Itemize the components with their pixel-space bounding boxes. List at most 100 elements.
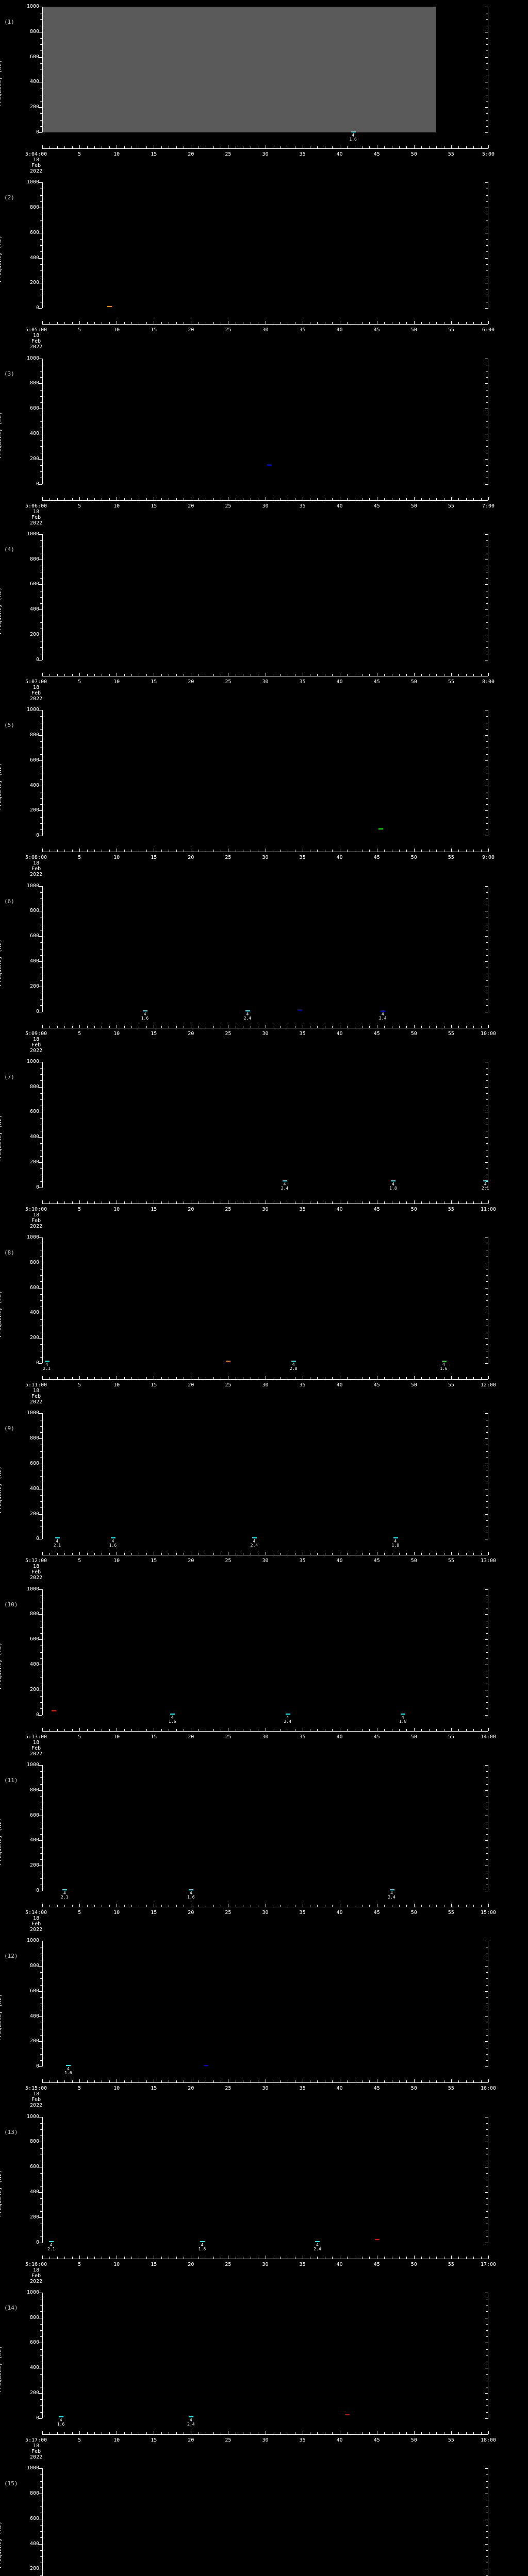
y-tick-major: [39, 1087, 42, 1088]
x-tick-label: 15: [151, 327, 157, 333]
x-tick-minor: [146, 498, 147, 500]
x-axis-end-label: 17:00: [480, 2261, 497, 2267]
y-tick-label: 200: [29, 455, 39, 462]
x-tick-label: 5: [78, 327, 81, 333]
y-tick-major: [39, 1614, 42, 1615]
event-marker: [282, 1180, 287, 1182]
y-tick-minor: [40, 1476, 42, 1477]
x-tick-minor: [466, 1025, 467, 1028]
x-tick-label: 40: [336, 855, 343, 861]
y-tick-minor-right: [486, 1696, 488, 1697]
date-year: 2022: [30, 2278, 43, 2284]
y-tick-major-right: [485, 609, 488, 611]
y-axis-title: Frequency (Hz): [0, 1466, 3, 1514]
start-time: 5:14:00: [25, 1910, 47, 1916]
y-tick-label: 600: [29, 54, 39, 60]
y-tick-major-right: [485, 735, 488, 736]
x-tick-minor: [124, 2256, 125, 2259]
event-marker: [297, 1009, 302, 1010]
y-tick-label: 800: [29, 1963, 39, 1969]
y-tick-minor: [40, 1859, 42, 1860]
x-axis-end-label: 8:00: [482, 679, 495, 685]
y-tick-label: 800: [29, 1259, 39, 1265]
x-tick-label: 50: [410, 855, 417, 861]
x-tick-minor: [428, 850, 430, 852]
y-tick-minor: [40, 1275, 42, 1276]
x-tick-minor: [124, 322, 125, 325]
x-tick-minor: [384, 146, 385, 148]
spectrogram-panel: (10) Frequency (Hz) 0 200 400 600 800 1000 5 10 15…: [0, 1583, 528, 1758]
y-tick-label: 400: [29, 1662, 39, 1668]
x-axis-origin-label: 5:07:00 18 Feb 2022: [25, 679, 47, 702]
x-tick-major: [79, 1727, 80, 1731]
y-tick-minor: [40, 1702, 42, 1703]
x-tick-minor: [428, 2080, 430, 2083]
event-marker: [110, 1537, 116, 1538]
x-tick-minor: [481, 146, 482, 148]
x-tick-minor: [176, 2080, 177, 2083]
x-tick-minor: [421, 673, 422, 676]
x-tick-minor: [94, 1728, 95, 1731]
y-tick-major-right: [485, 2393, 488, 2394]
x-tick-major: [488, 321, 489, 325]
event-count: 4: [392, 1182, 394, 1187]
y-tick-minor-right: [486, 1708, 488, 1709]
x-tick-label: 10: [113, 2086, 120, 2092]
x-tick-label: 10: [113, 2261, 120, 2267]
x-tick-minor: [332, 2432, 333, 2434]
y-tick-minor: [40, 264, 42, 265]
x-tick-minor: [213, 1553, 214, 1555]
y-axis-left: [42, 1238, 43, 1364]
event-count: 4: [381, 1011, 384, 1016]
x-tick-minor: [72, 1025, 73, 1028]
y-tick-minor: [40, 471, 42, 472]
x-tick-label: 25: [225, 151, 232, 157]
start-time: 5:13:00: [25, 1734, 47, 1740]
y-tick-minor: [40, 19, 42, 20]
y-tick-label: 0: [36, 2063, 39, 2070]
x-tick-minor: [124, 2080, 125, 2083]
x-tick-label: 20: [188, 503, 194, 509]
x-tick-label: 10: [113, 1030, 120, 1037]
x-tick-minor: [436, 2432, 437, 2434]
x-tick-major: [414, 1727, 415, 1731]
x-tick-minor: [332, 850, 333, 852]
x-tick-minor: [399, 1025, 400, 1028]
event-value: 2.1: [481, 1186, 489, 1191]
y-tick-major: [39, 1715, 42, 1716]
x-tick-label: 50: [410, 2261, 417, 2267]
x-tick-minor: [436, 1377, 437, 1380]
event-marker-label: 4 1.8: [399, 1715, 406, 1724]
y-tick-label: 200: [29, 807, 39, 814]
x-tick-minor: [428, 2432, 430, 2434]
event-marker: [378, 828, 383, 829]
x-tick-minor: [131, 322, 132, 325]
y-tick-major-right: [485, 1514, 488, 1515]
event-marker-label: 4 2.4: [251, 1539, 258, 1548]
y-tick-major-right: [485, 459, 488, 460]
event-marker-label: 4 2.4: [314, 2243, 321, 2251]
y-tick-label: 800: [29, 556, 39, 562]
y-tick-minor-right: [486, 622, 488, 623]
x-tick-label: 35: [299, 2086, 306, 2092]
y-tick-label: 200: [29, 983, 39, 989]
y-tick-major-right: [485, 1137, 488, 1138]
y-tick-major: [39, 1840, 42, 1841]
y-tick-minor-right: [486, 2324, 488, 2325]
x-tick-minor: [317, 2256, 318, 2259]
x-tick-minor: [369, 850, 370, 852]
y-tick-major-right: [485, 1639, 488, 1640]
y-tick-minor: [40, 1432, 42, 1433]
x-tick-label: 30: [262, 1206, 269, 1212]
y-tick-minor: [40, 2324, 42, 2325]
y-tick-label: 1000: [26, 1762, 39, 1768]
y-tick-minor-right: [486, 1972, 488, 1973]
x-tick-minor: [384, 673, 385, 676]
y-tick-minor: [40, 2524, 42, 2526]
x-tick-label: 45: [373, 2437, 380, 2443]
x-tick-minor: [481, 322, 482, 325]
x-tick-label: 15: [151, 2437, 157, 2443]
y-tick-minor: [40, 402, 42, 403]
event-marker-label: 4 1.6: [440, 1362, 447, 1371]
x-tick-label: 50: [410, 1558, 417, 1564]
